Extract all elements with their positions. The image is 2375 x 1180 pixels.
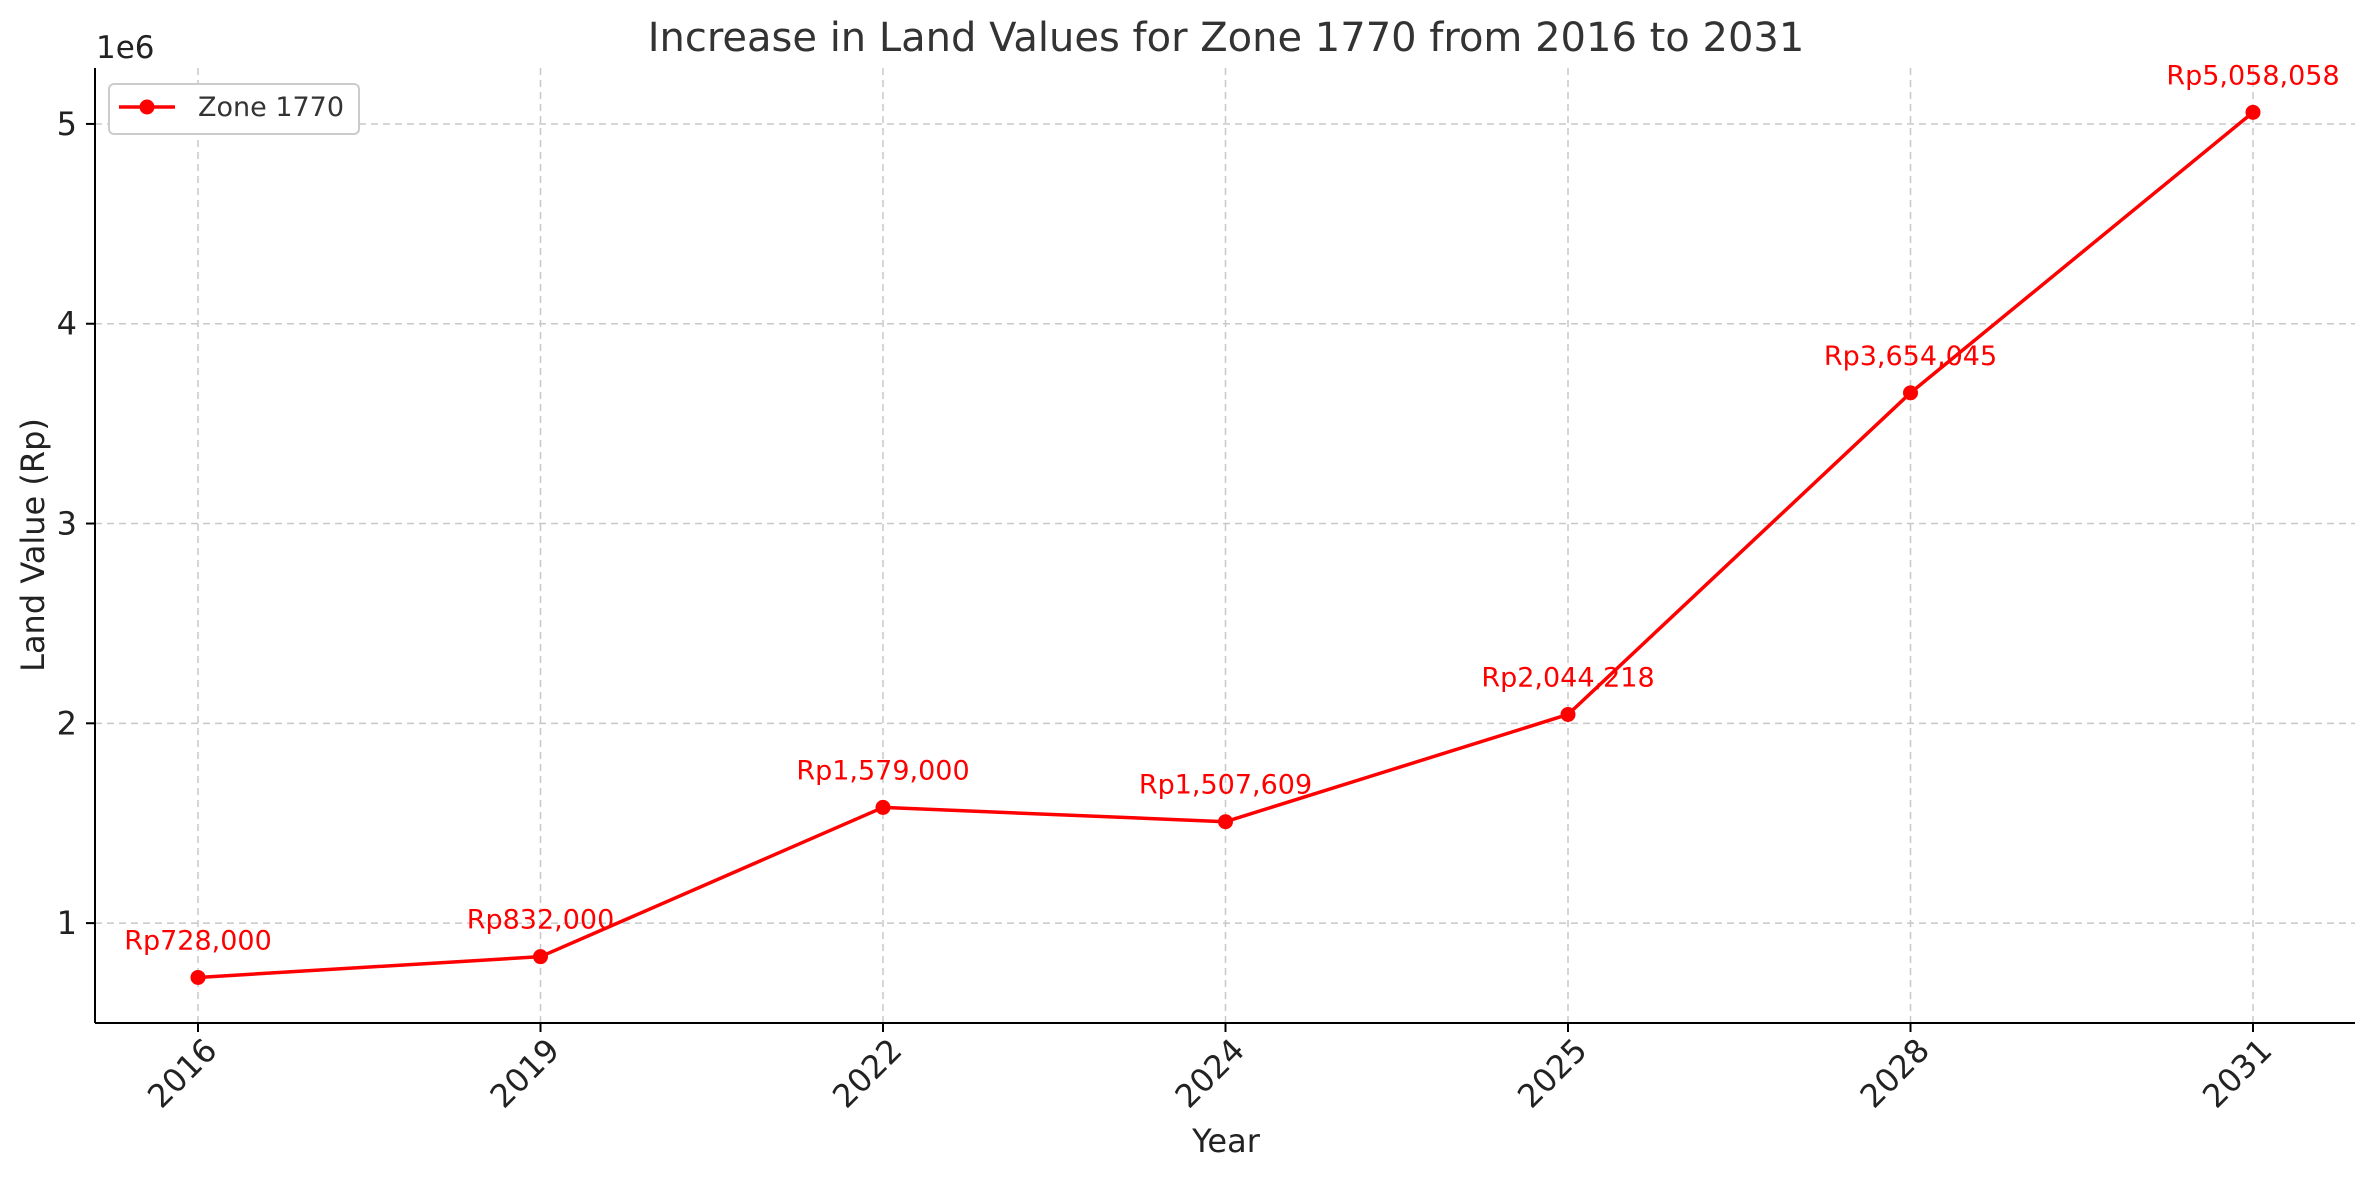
y-tick-label: 2: [57, 704, 77, 742]
data-value-label: Rp5,058,058: [2166, 60, 2339, 91]
legend-label: Zone 1770: [198, 92, 344, 123]
chart-title: Increase in Land Values for Zone 1770 fr…: [648, 15, 1805, 61]
data-value-label: Rp3,654,045: [1824, 341, 1997, 372]
legend-box: [108, 83, 360, 135]
data-point: [1218, 814, 1233, 830]
data-value-label: Rp1,579,000: [796, 755, 969, 786]
y-axis-label: Land Value (Rp): [14, 418, 52, 672]
data-point: [533, 949, 548, 965]
legend: Zone 1770: [108, 83, 360, 135]
grid-lines: [95, 68, 2355, 1023]
y-tick-label: 5: [57, 105, 77, 143]
data-point: [875, 799, 891, 815]
y-offset-label: 1e6: [96, 30, 155, 66]
data-value-label: Rp832,000: [467, 905, 615, 936]
data-point: [1903, 385, 1918, 401]
data-value-label: Rp728,000: [124, 925, 272, 956]
legend-marker: [139, 99, 155, 115]
data-point: [2245, 104, 2261, 120]
series-zone: [190, 104, 2261, 985]
y-tick-label: 3: [57, 505, 77, 543]
data-value-label: Rp1,507,609: [1139, 770, 1312, 801]
data-point: [190, 969, 206, 985]
data-value-label: Rp2,044,218: [1481, 662, 1654, 693]
data-point: [1560, 706, 1576, 722]
y-tick-label: 4: [57, 305, 77, 343]
data-labels: Rp728,000 Rp832,000 Rp1,579,000 Rp1,507,609…: [124, 60, 2339, 956]
y-tick-label: 1: [57, 904, 77, 942]
x-axis-label: Year: [1191, 1122, 1261, 1160]
